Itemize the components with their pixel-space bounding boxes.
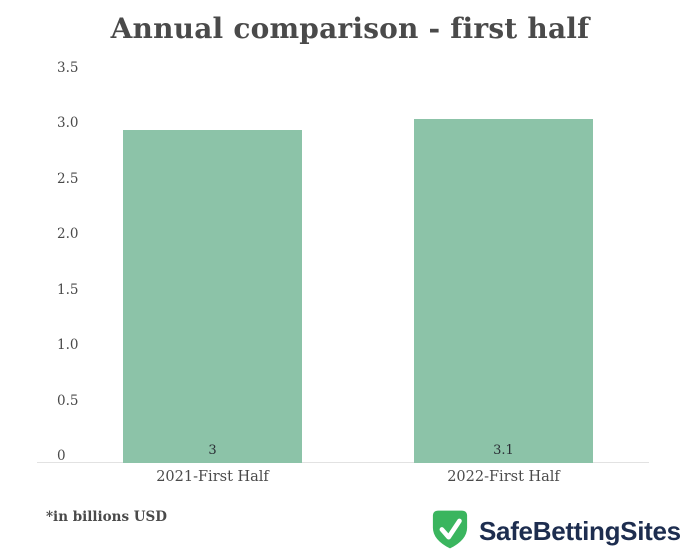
y-axis-tick-label: 2.5 [57, 170, 79, 187]
y-axis-tick-label: 0.5 [57, 392, 79, 409]
y-axis-tick-label: 3.0 [57, 115, 79, 131]
y-axis-tick-label: 1.5 [57, 281, 79, 298]
y-axis-tick-label: 0 [57, 448, 66, 464]
y-axis-tick-label: 3.5 [57, 59, 79, 76]
x-axis-category-label: 2022-First Half [447, 469, 560, 485]
bar-2022-First Half: 3.1 [414, 119, 593, 463]
x-axis-line [37, 462, 649, 463]
check-mark [439, 518, 462, 540]
shield-check-icon [432, 510, 468, 549]
bar-value-label: 3.1 [493, 443, 514, 458]
x-axis-category-label: 2021-First Half [156, 469, 269, 485]
bar-2021-First Half: 3 [123, 130, 302, 463]
y-axis-tick-label: 1.0 [57, 337, 79, 353]
shield-shape [432, 510, 468, 549]
y-axis-tick-label: 2.0 [57, 226, 79, 242]
brand-logo: SafeBettingSites [432, 509, 681, 550]
footnote: *in billions USD [46, 509, 168, 525]
brand-logo-text: SafeBettingSites [479, 515, 681, 546]
bar-value-label: 3 [208, 443, 217, 458]
chart-title: Annual comparison - first half [110, 12, 590, 45]
